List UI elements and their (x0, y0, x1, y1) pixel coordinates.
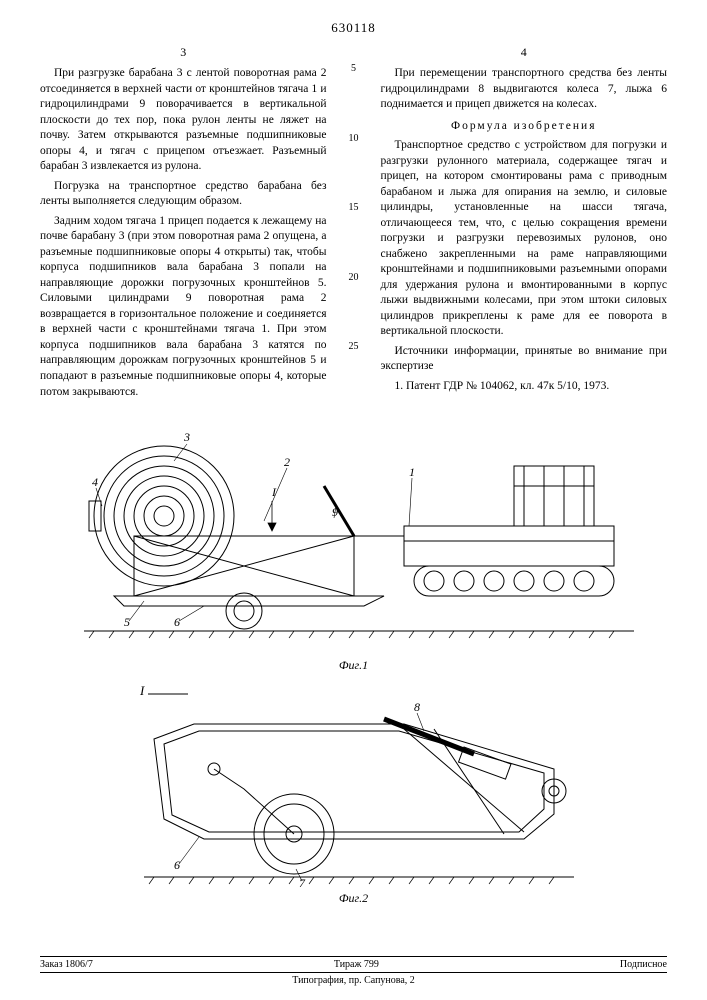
figure-2-drawing: 8 6 7 (124, 699, 584, 889)
fig2-label-8: 8 (414, 700, 420, 714)
sources-label: Источники информации, принятые во вниман… (381, 344, 668, 375)
left-p3: Задним ходом тягача 1 прицеп подается к … (40, 214, 327, 400)
left-page-number: 3 (40, 44, 327, 60)
left-column: 3 При разгрузке барабана 3 с лентой пово… (40, 44, 327, 410)
fig2-view-label: I (140, 683, 144, 698)
footer-address: Типография, пр. Сапунова, 2 (40, 975, 667, 986)
figure-1: 4 3 2 1 9 5 6 I (40, 426, 667, 673)
right-p2: Транспортное средство с устройством для … (381, 138, 668, 340)
fig2-label-7: 7 (299, 876, 306, 889)
fig1-view-I: I (271, 485, 277, 499)
figure-2-caption: Фиг.2 (40, 891, 667, 906)
right-column: 4 При перемещении транспортного средства… (381, 44, 668, 410)
figure-1-caption: Фиг.1 (40, 658, 667, 673)
line-marker: 15 (347, 201, 361, 215)
left-p2: Погрузка на транспортное средство бараба… (40, 179, 327, 210)
source-1: 1. Патент ГДР № 104062, кл. 47к 5/10, 19… (381, 379, 668, 395)
page: 630118 3 При разгрузке барабана 3 с лент… (0, 0, 707, 1000)
fig1-label-4: 4 (92, 475, 98, 489)
fig1-label-2: 2 (284, 455, 290, 469)
line-marker: 5 (347, 62, 361, 76)
fig1-label-1: 1 (409, 465, 415, 479)
document-number: 630118 (40, 20, 667, 36)
footer: Заказ 1806/7 Тираж 799 Подписное Типогра… (40, 954, 667, 986)
footer-rule-bottom (40, 972, 667, 973)
fig2-label-6: 6 (174, 858, 180, 872)
footer-order: Заказ 1806/7 (40, 959, 93, 970)
figure-2: I (40, 683, 667, 906)
figure-1-drawing: 4 3 2 1 9 5 6 I (54, 426, 654, 656)
line-marker: 25 (347, 340, 361, 354)
line-marker: 20 (347, 271, 361, 285)
line-marker: 10 (347, 132, 361, 146)
footer-row: Заказ 1806/7 Тираж 799 Подписное (40, 959, 667, 970)
formula-title: Формула изобретения (381, 119, 668, 135)
view-arrow-icon (148, 688, 188, 696)
line-number-gutter: 5 10 15 20 25 (347, 44, 361, 410)
text-columns: 3 При разгрузке барабана 3 с лентой пово… (40, 44, 667, 410)
footer-rule-top (40, 956, 667, 957)
fig1-label-3: 3 (183, 430, 190, 444)
figures-block: 4 3 2 1 9 5 6 I (40, 426, 667, 906)
left-p1: При разгрузке барабана 3 с лентой поворо… (40, 66, 327, 175)
fig1-label-5: 5 (124, 615, 130, 629)
fig1-label-6: 6 (174, 615, 180, 629)
footer-signed: Подписное (620, 959, 667, 970)
footer-tirage: Тираж 799 (334, 959, 379, 970)
right-page-number: 4 (381, 44, 668, 60)
right-p1: При перемещении транспортного средства б… (381, 66, 668, 113)
